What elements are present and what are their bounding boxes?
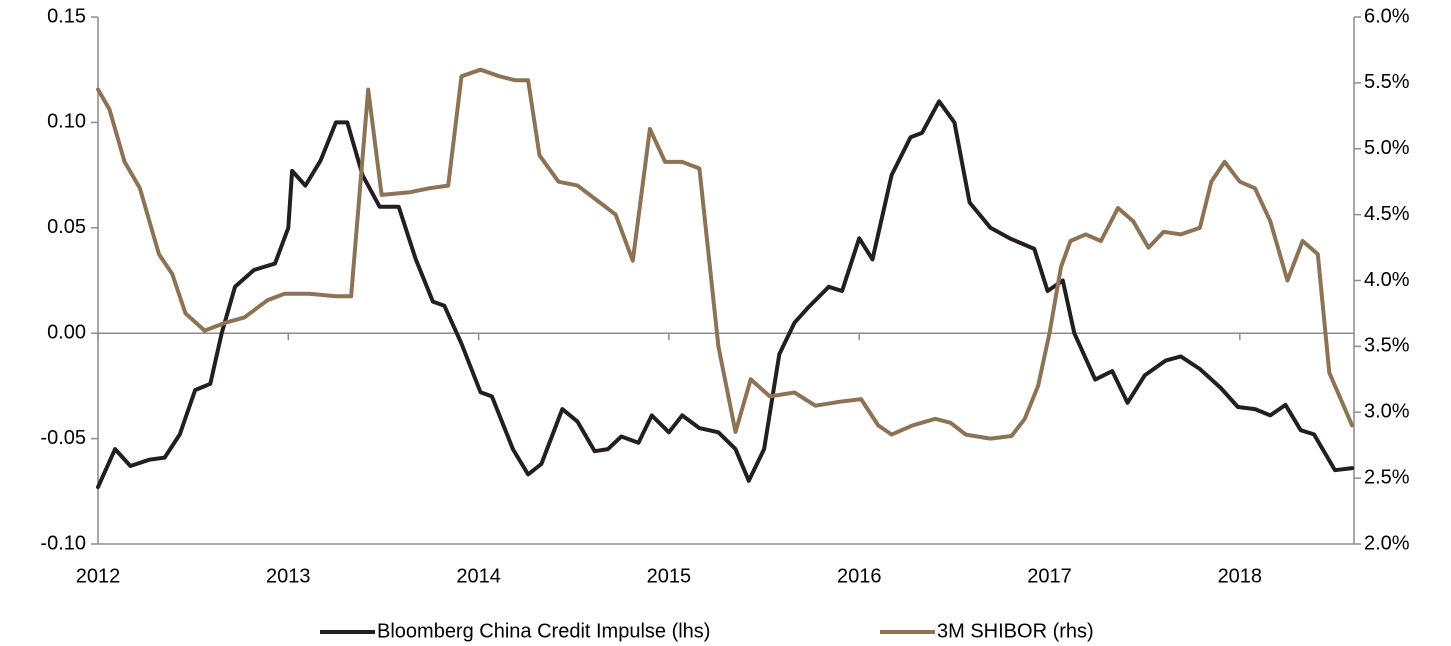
y2-tick-label: 3.0% [1364, 401, 1410, 423]
y2-tick-label: 2.5% [1364, 466, 1410, 488]
y2-tick-label: 5.5% [1364, 71, 1410, 93]
x-tick-label: 2018 [1218, 565, 1263, 587]
y2-tick-label: 4.0% [1364, 269, 1410, 291]
y-tick-label: 0.10 [47, 111, 86, 133]
x-tick-label: 2015 [647, 565, 692, 587]
series-line [96, 67, 1355, 441]
legend-label: Bloomberg China Credit Impulse (lhs) [377, 620, 710, 642]
y-tick-label: 0.15 [47, 5, 86, 27]
y-tick-label: 0.00 [47, 321, 86, 343]
x-tick-label: 2016 [837, 565, 882, 587]
x-tick-label: 2012 [76, 565, 121, 587]
y2-tick-label: 4.5% [1364, 203, 1410, 225]
legend-label: 3M SHIBOR (rhs) [937, 620, 1094, 642]
y2-tick-label: 3.5% [1364, 335, 1410, 357]
y-tick-label: -0.05 [40, 427, 86, 449]
x-tick-label: 2017 [1027, 565, 1072, 587]
y2-tick-label: 2.0% [1364, 532, 1410, 554]
x-tick-label: 2013 [266, 565, 311, 587]
y2-tick-label: 5.0% [1364, 137, 1410, 159]
y-tick-label: -0.10 [40, 532, 86, 554]
x-tick-label: 2014 [456, 565, 501, 587]
y-tick-label: 0.05 [47, 216, 86, 238]
series-line [96, 99, 1355, 490]
y2-tick-label: 6.0% [1364, 5, 1410, 27]
